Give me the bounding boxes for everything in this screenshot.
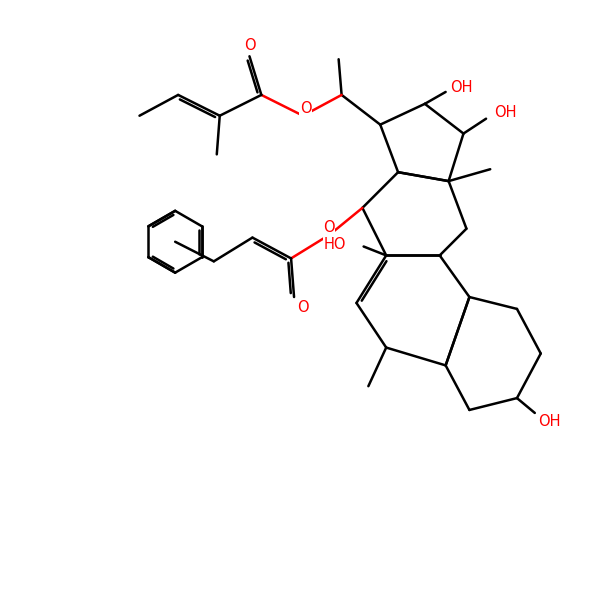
Text: HO: HO (323, 237, 346, 252)
Text: O: O (300, 101, 312, 116)
Text: O: O (323, 220, 334, 235)
Text: OH: OH (538, 415, 561, 430)
Text: O: O (244, 38, 255, 53)
Text: O: O (297, 300, 309, 315)
Text: OH: OH (494, 105, 517, 120)
Text: OH: OH (451, 80, 473, 95)
